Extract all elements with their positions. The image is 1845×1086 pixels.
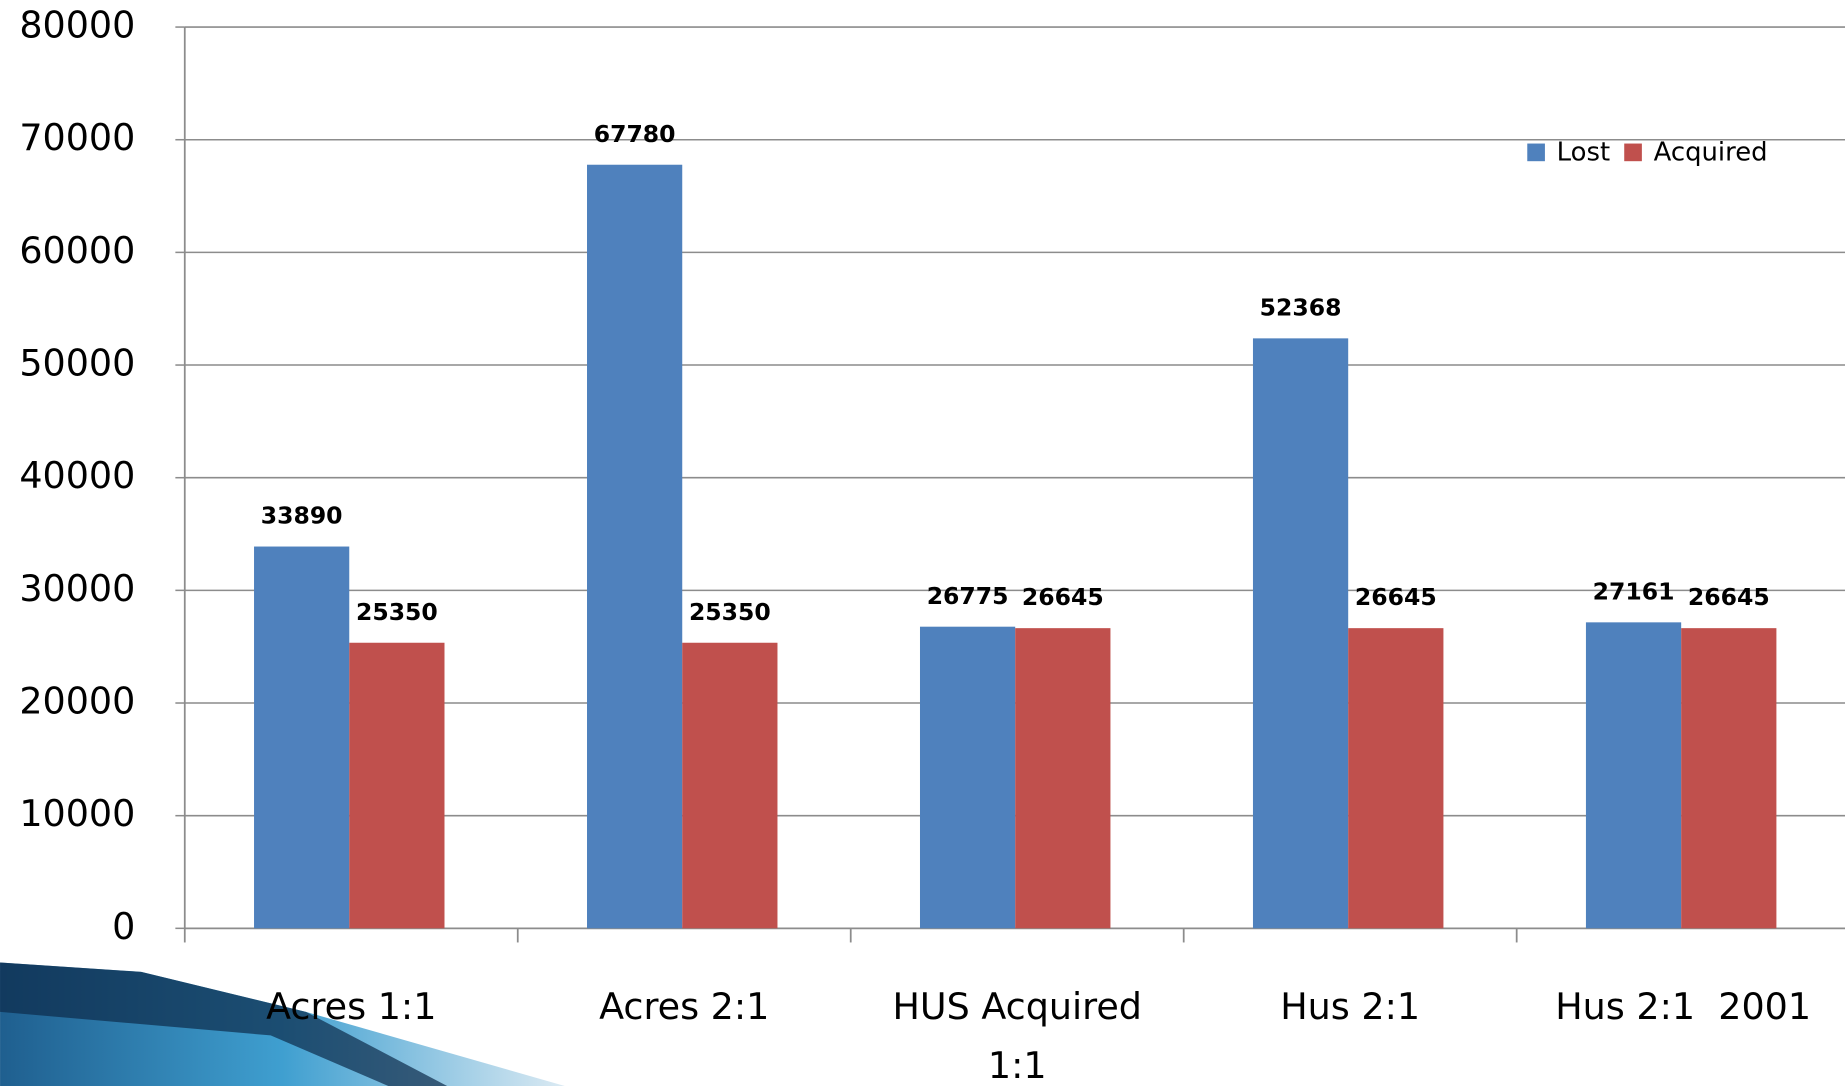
data-label: 26775 (927, 582, 1009, 610)
bar (587, 164, 683, 929)
bar (1585, 622, 1682, 929)
x-tick-label-box: HUS Acquired 1:1 (892, 985, 1154, 1086)
y-tick-label: 40000 (19, 454, 135, 497)
y-tick-label: 80000 (19, 4, 135, 47)
x-tick-label-box: Acres 1:1 (266, 985, 437, 1029)
data-label: 25350 (356, 598, 438, 626)
x-tick-label-box: Hus 2:1 2001 (1555, 985, 1812, 1029)
data-label: 67780 (594, 120, 676, 148)
bar (919, 626, 1016, 929)
x-tick-label: Acres 2:1 (599, 985, 770, 1029)
y-tick-label: 20000 (19, 680, 135, 723)
decoration (0, 962, 448, 1086)
legend-label: Lost (1557, 137, 1610, 167)
bar (1015, 628, 1111, 929)
x-tick-label: HUS Acquired 1:1 (892, 985, 1154, 1086)
bar (682, 642, 778, 929)
data-label: 25350 (689, 598, 771, 626)
y-tick-label: 30000 (19, 567, 135, 610)
bar (1252, 338, 1349, 929)
x-tick-label: Hus 2:1 2001 (1555, 985, 1812, 1029)
bar (1681, 628, 1777, 929)
y-tick-label: 10000 (19, 792, 135, 835)
legend-swatch (1527, 143, 1545, 162)
x-tick-label: Hus 2:1 (1280, 985, 1421, 1029)
y-tick-label: 70000 (19, 116, 135, 159)
y-tick-label: 50000 (19, 342, 135, 385)
bar (254, 546, 350, 929)
data-label: 52368 (1260, 293, 1342, 321)
legend-swatch (1624, 143, 1642, 162)
data-label: 26645 (1355, 583, 1437, 611)
data-label: 26645 (1688, 583, 1770, 611)
y-tick-label: 0 (112, 905, 135, 948)
data-label: 27161 (1593, 577, 1675, 605)
data-label: 33890 (261, 502, 343, 530)
x-tick-label: Acres 1:1 (266, 985, 437, 1029)
data-label: 26645 (1022, 583, 1104, 611)
x-tick-label-box: Acres 2:1 (599, 985, 770, 1029)
bar (349, 642, 445, 929)
x-tick-label-box: Hus 2:1 (1280, 985, 1421, 1029)
legend-label: Acquired (1654, 137, 1768, 167)
bar (1348, 628, 1444, 929)
y-tick-label: 60000 (19, 229, 135, 272)
